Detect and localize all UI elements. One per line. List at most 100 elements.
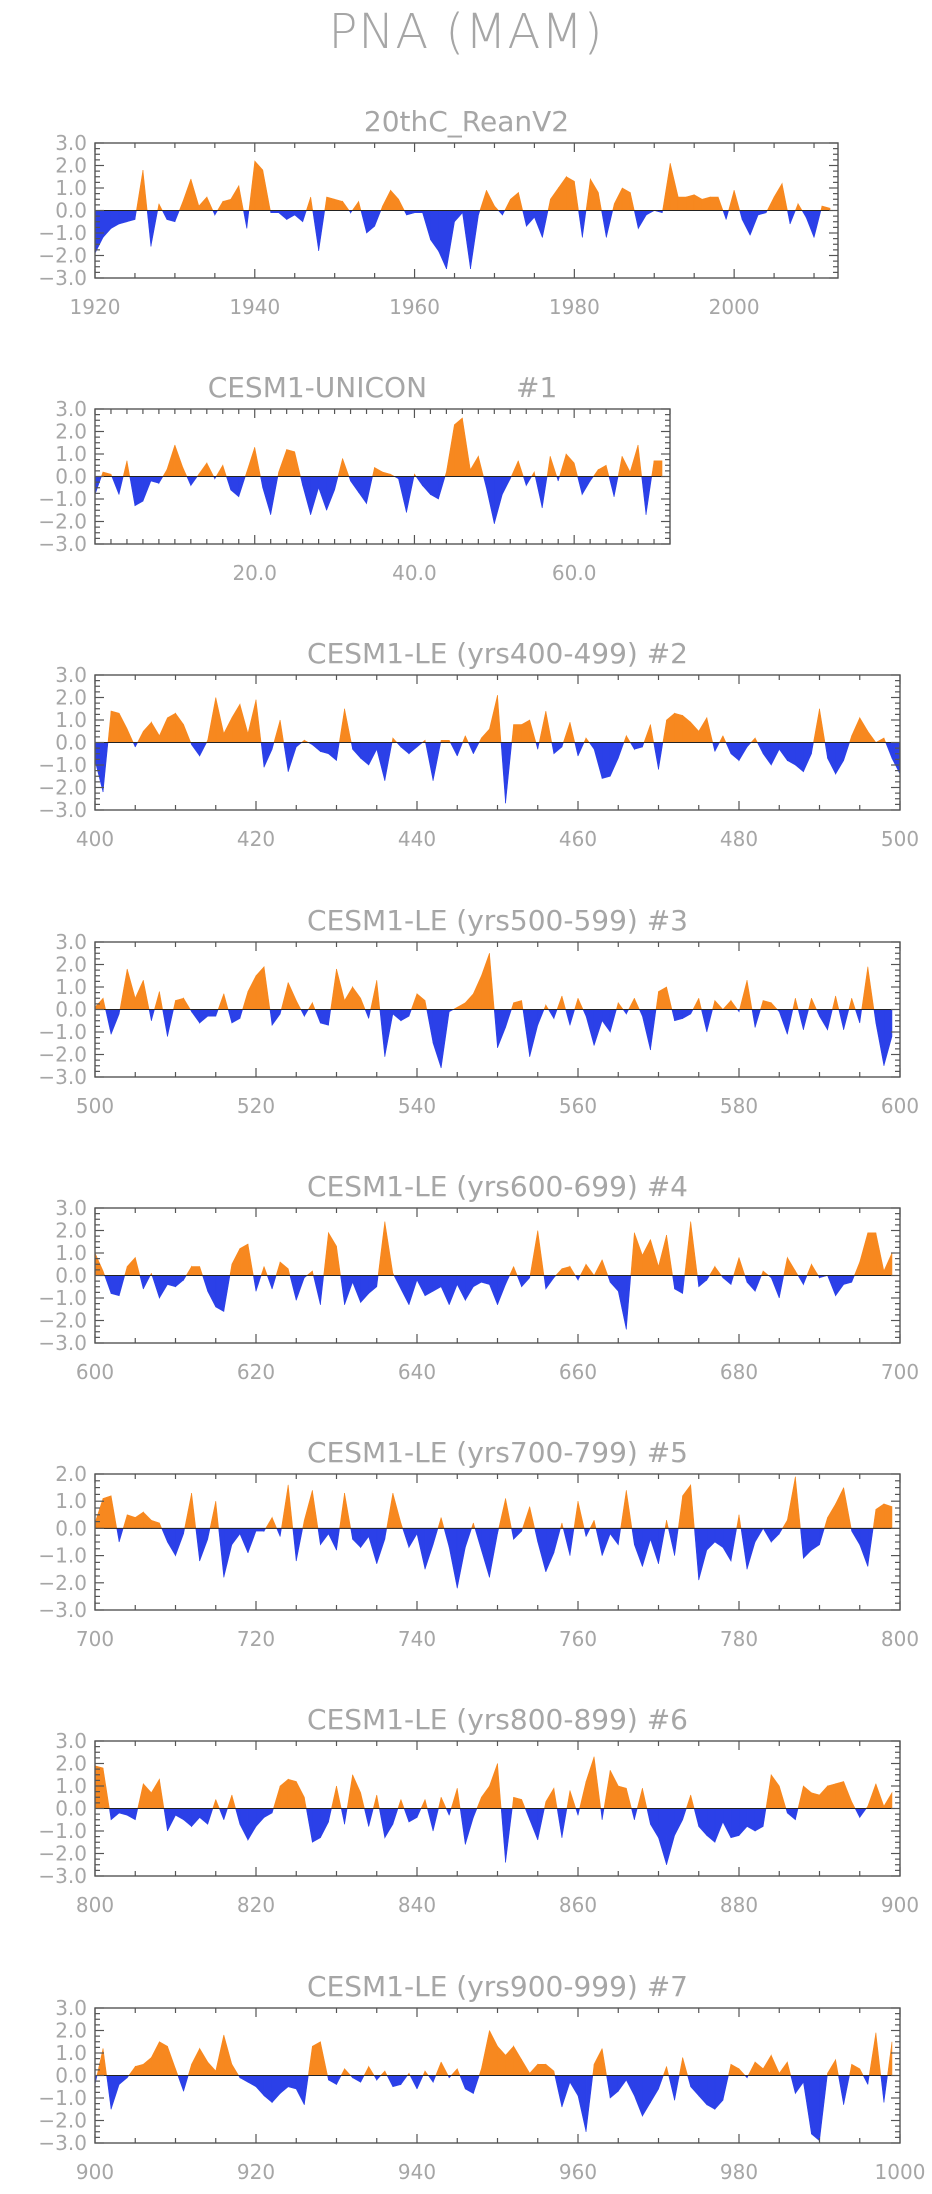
- area-segment: [592, 468, 599, 477]
- area-segment: [585, 1528, 591, 1537]
- area-segment: [326, 196, 335, 211]
- area-segment: [254, 160, 264, 211]
- area-segment: [854, 1009, 861, 1024]
- area-segment: [677, 1495, 683, 1529]
- area-segment: [811, 2075, 820, 2142]
- area-segment: [537, 1528, 547, 1572]
- area-segment: [733, 1257, 740, 1276]
- area-segment: [851, 998, 856, 1010]
- area-segment: [331, 1785, 337, 1809]
- area-segment: [738, 2067, 746, 2076]
- area-segment: [658, 1528, 666, 1564]
- area-segment: [94, 1765, 104, 1809]
- area-segment: [811, 1528, 820, 1551]
- area-segment: [505, 1498, 512, 1529]
- area-segment: [260, 476, 264, 488]
- area-segment: [538, 710, 547, 743]
- area-segment: [738, 1808, 748, 1837]
- area-segment: [658, 1234, 667, 1276]
- area-segment: [803, 1785, 812, 1809]
- area-segment: [263, 1808, 273, 1819]
- area-segment: [368, 1275, 378, 1295]
- area-segment: [762, 1808, 767, 1827]
- area-segment: [173, 1000, 176, 1010]
- area-segment: [730, 742, 740, 762]
- y-tick-label: 3.0: [55, 930, 87, 954]
- area-segment: [867, 1528, 874, 1567]
- area-segment: [674, 1528, 679, 1556]
- area-segment: [736, 1514, 740, 1529]
- area-segment: [286, 210, 296, 221]
- area-segment: [666, 712, 675, 743]
- area-segment: [273, 719, 281, 743]
- area-segment: [206, 462, 215, 477]
- area-segment: [408, 1009, 412, 1017]
- area-segment: [255, 1275, 262, 1292]
- area-segment: [783, 1257, 788, 1276]
- area-segment: [159, 1275, 168, 1300]
- area-segment: [722, 999, 732, 1010]
- area-segment: [289, 1275, 297, 1301]
- area-segment: [276, 1528, 281, 1537]
- area-segment: [811, 998, 817, 1010]
- area-segment: [185, 1265, 192, 1276]
- area-segment: [872, 1509, 877, 1529]
- area-segment: [687, 2075, 692, 2087]
- area-segment: [634, 998, 640, 1010]
- area-segment: [708, 1265, 716, 1276]
- area-segment: [159, 1522, 163, 1529]
- area-segment: [305, 196, 312, 211]
- area-segment: [366, 210, 375, 234]
- area-segment: [502, 210, 506, 216]
- area-segment: [706, 1009, 713, 1033]
- area-segment: [134, 210, 137, 220]
- area-segment: [456, 1002, 466, 1010]
- area-segment: [350, 476, 359, 494]
- area-segment: [625, 2075, 635, 2096]
- area-segment: [416, 993, 426, 1010]
- area-segment: [684, 1221, 692, 1276]
- area-segment: [717, 196, 724, 211]
- area-segment: [625, 1009, 630, 1015]
- area-segment: [214, 210, 219, 217]
- area-segment: [159, 717, 168, 743]
- area-segment: [722, 2075, 729, 2101]
- area-segment: [838, 1009, 844, 1030]
- panel-title: CESM1-LE (yrs700-799) #5: [307, 1436, 688, 1469]
- area-segment: [481, 1785, 490, 1809]
- area-segment: [300, 476, 303, 486]
- area-segment: [137, 731, 144, 743]
- y-tick-label: −3.0: [38, 266, 87, 290]
- area-segment: [553, 1788, 558, 1809]
- y-tick-label: 0.0: [55, 1797, 87, 1821]
- area-segment: [859, 1808, 867, 1819]
- area-segment: [134, 980, 144, 1010]
- area-segment: [868, 2032, 877, 2076]
- area-segment: [247, 1528, 257, 1553]
- area-segment: [368, 742, 378, 766]
- area-segment: [698, 2075, 708, 2106]
- area-segment: [835, 995, 840, 1010]
- area-segment: [613, 476, 619, 497]
- area-segment: [766, 196, 775, 211]
- area-segment: [425, 742, 434, 781]
- area-segment: [811, 742, 814, 754]
- area-segment: [424, 1528, 434, 1570]
- area-segment: [105, 1009, 112, 1035]
- area-segment: [409, 2075, 418, 2090]
- area-segment: [307, 2046, 313, 2076]
- area-segment: [191, 2048, 200, 2076]
- x-tick-label: 20.0: [232, 561, 277, 585]
- area-segment: [161, 210, 168, 220]
- area-segment: [312, 1490, 319, 1529]
- area-segment: [537, 1808, 545, 1841]
- area-segment: [521, 2058, 531, 2076]
- area-segment: [159, 991, 163, 1010]
- area-segment: [183, 2075, 189, 2092]
- area-segment: [473, 2075, 480, 2094]
- area-segment: [334, 198, 343, 211]
- area-segment: [151, 721, 160, 743]
- area-segment: [522, 476, 527, 486]
- area-segment: [582, 1009, 587, 1017]
- area-segment: [432, 1808, 439, 1832]
